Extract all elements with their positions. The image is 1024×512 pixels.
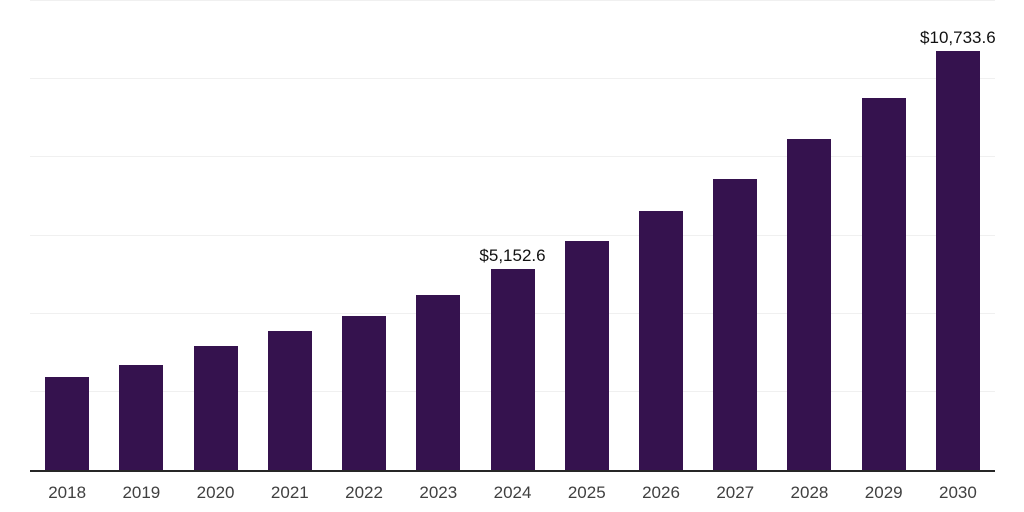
- gridline-8000: [30, 156, 995, 158]
- x-axis-line: [30, 470, 995, 472]
- bar-2021: [267, 330, 312, 470]
- value-label-2030: $10,733.6: [920, 27, 996, 47]
- x-tick-label-2025: 2025: [567, 483, 606, 502]
- plot-area: $5,152.6 $10,733.6: [30, 0, 996, 470]
- bar-2020: [193, 345, 238, 470]
- bar-2022: [342, 316, 387, 470]
- bar-2027: [713, 179, 758, 470]
- x-tick-label-2020: 2020: [196, 483, 235, 502]
- bar-2028: [787, 138, 832, 470]
- bar-2018: [45, 376, 90, 470]
- x-tick-label-2024: 2024: [493, 483, 532, 502]
- bar-2023: [416, 294, 461, 470]
- bar-2026: [638, 210, 683, 470]
- x-tick-label-2019: 2019: [122, 483, 161, 502]
- bar-2019: [119, 364, 164, 470]
- bar-2025: [564, 240, 609, 470]
- x-tick-label-2027: 2027: [716, 483, 755, 502]
- gridline-10000: [30, 78, 995, 80]
- x-tick-label-2018: 2018: [48, 483, 87, 502]
- x-tick-label-2021: 2021: [270, 483, 309, 502]
- gridline-12000: [30, 0, 995, 1]
- x-tick-label-2028: 2028: [790, 483, 829, 502]
- x-tick-label-2023: 2023: [419, 483, 458, 502]
- x-tick-label-2022: 2022: [345, 483, 383, 502]
- x-tick-label-2030: 2030: [939, 483, 977, 502]
- value-label-2024: $5,152.6: [479, 245, 546, 265]
- x-tick-label-2029: 2029: [864, 483, 903, 502]
- bar-2030: [935, 50, 980, 470]
- x-axis-labels: 2018 2019 2020 2021 2022 2023 2024 2025 2026 2027…: [30, 484, 995, 501]
- gridline-6000: [30, 234, 995, 236]
- bar-2024: [490, 268, 535, 470]
- bar-2029: [861, 97, 906, 470]
- x-tick-label-2026: 2026: [642, 483, 680, 502]
